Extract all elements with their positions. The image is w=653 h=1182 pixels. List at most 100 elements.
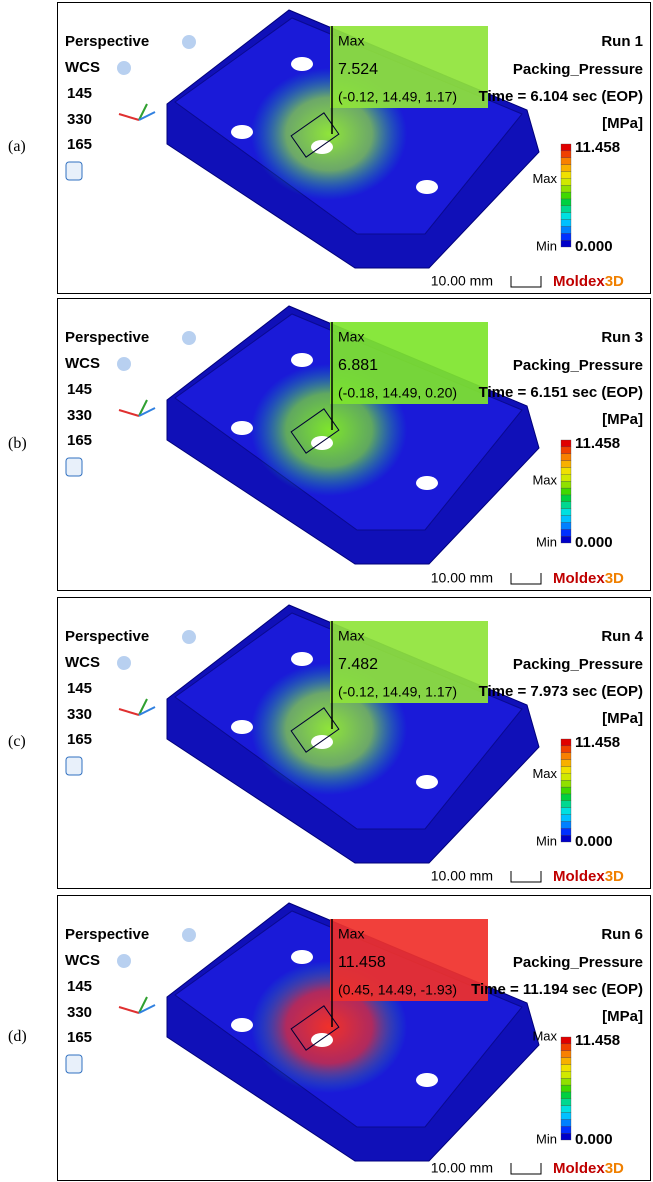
lock-icon[interactable] xyxy=(66,1055,82,1073)
panel-label: (a) xyxy=(8,138,26,156)
view-coord: 145 xyxy=(67,85,92,102)
lock-icon[interactable] xyxy=(66,458,82,476)
result-name: Packing_Pressure xyxy=(513,357,643,374)
time: Time = 7.973 sec (EOP) xyxy=(479,683,643,700)
hole xyxy=(231,125,253,139)
view-coord: 145 xyxy=(67,381,92,398)
coord-system[interactable]: WCS xyxy=(65,952,100,969)
legend-segment xyxy=(561,178,571,185)
legend-segment xyxy=(561,815,571,822)
scale-length: 10.00 mm xyxy=(431,273,493,289)
hole xyxy=(416,476,438,490)
run-name: Run 3 xyxy=(601,329,643,346)
view-coord: 165 xyxy=(67,136,92,153)
hole xyxy=(291,652,313,666)
brand: Moldex xyxy=(553,868,605,885)
view-mode[interactable]: Perspective xyxy=(65,926,149,943)
legend-segment xyxy=(561,1099,571,1106)
view-mode[interactable]: Perspective xyxy=(65,329,149,346)
legend-segment xyxy=(561,746,571,753)
legend-segment xyxy=(561,1126,571,1133)
legend-segment xyxy=(561,454,571,461)
time: Time = 6.151 sec (EOP) xyxy=(479,384,643,401)
legend-segment xyxy=(561,773,571,780)
legend-segment xyxy=(561,760,571,767)
legend-segment xyxy=(561,495,571,502)
legend-segment xyxy=(561,481,571,488)
scale-length: 10.00 mm xyxy=(431,868,493,884)
legend-max-value: 11.458 xyxy=(575,1032,620,1049)
coord-system[interactable]: WCS xyxy=(65,59,100,76)
cs-dropdown[interactable] xyxy=(117,954,131,968)
max-title: Max xyxy=(338,628,364,644)
legend-segment xyxy=(561,233,571,240)
view-dropdown[interactable] xyxy=(182,928,196,942)
result-name: Packing_Pressure xyxy=(513,656,643,673)
view-mode[interactable]: Perspective xyxy=(65,33,149,50)
result-name: Packing_Pressure xyxy=(513,954,643,971)
figure: (a)PerspectiveWCS145330165Max7.524(-0.12… xyxy=(0,0,653,1182)
legend-min-marker: Min xyxy=(536,534,557,549)
legend-segment xyxy=(561,808,571,815)
legend-segment xyxy=(561,220,571,227)
view-dropdown[interactable] xyxy=(182,35,196,49)
legend-segment xyxy=(561,780,571,787)
view-coord: 330 xyxy=(67,1004,92,1021)
brand: Moldex xyxy=(553,273,605,290)
legend-min-marker: Min xyxy=(536,1131,557,1146)
run-name: Run 1 xyxy=(601,33,643,50)
legend-max-marker: Max xyxy=(532,473,557,488)
panel-label: (d) xyxy=(8,1028,27,1046)
max-value: 7.524 xyxy=(338,61,378,78)
viewport: PerspectiveWCS145330165Max6.881(-0.18, 1… xyxy=(57,298,651,591)
legend-segment xyxy=(561,794,571,801)
coord-system[interactable]: WCS xyxy=(65,654,100,671)
scale-length: 10.00 mm xyxy=(431,570,493,586)
view-coord: 145 xyxy=(67,680,92,697)
legend-segment xyxy=(561,522,571,529)
legend-segment xyxy=(561,226,571,233)
view-coord: 330 xyxy=(67,706,92,723)
hole xyxy=(291,353,313,367)
lock-icon[interactable] xyxy=(66,162,82,180)
hole xyxy=(231,421,253,435)
legend-segment xyxy=(561,529,571,536)
legend-min-value: 0.000 xyxy=(575,833,613,850)
view-coord: 165 xyxy=(67,731,92,748)
legend-segment xyxy=(561,1071,571,1078)
legend-segment xyxy=(561,801,571,808)
legend-segment xyxy=(561,213,571,220)
cs-dropdown[interactable] xyxy=(117,61,131,75)
legend-max-marker: Max xyxy=(532,171,557,186)
legend-segment xyxy=(561,474,571,481)
viewport: PerspectiveWCS145330165Max11.458(0.45, 1… xyxy=(57,895,651,1181)
cs-dropdown[interactable] xyxy=(117,656,131,670)
legend-segment xyxy=(561,440,571,447)
legend-segment xyxy=(561,467,571,474)
max-value: 6.881 xyxy=(338,357,378,374)
hole xyxy=(416,1073,438,1087)
run-name: Run 6 xyxy=(601,926,643,943)
legend-segment xyxy=(561,461,571,468)
lock-icon[interactable] xyxy=(66,757,82,775)
panel-label: (c) xyxy=(8,733,26,751)
legend-segment xyxy=(561,828,571,835)
view-mode[interactable]: Perspective xyxy=(65,628,149,645)
legend-max-value: 11.458 xyxy=(575,435,620,452)
view-dropdown[interactable] xyxy=(182,630,196,644)
cs-dropdown[interactable] xyxy=(117,357,131,371)
viewport: PerspectiveWCS145330165Max7.482(-0.12, 1… xyxy=(57,597,651,889)
max-coords: (-0.18, 14.49, 0.20) xyxy=(338,385,457,401)
legend-segment xyxy=(561,1064,571,1071)
legend-segment xyxy=(561,1106,571,1113)
view-dropdown[interactable] xyxy=(182,331,196,345)
legend-segment xyxy=(561,516,571,523)
coord-system[interactable]: WCS xyxy=(65,355,100,372)
legend-segment xyxy=(561,144,571,151)
brand-suffix: 3D xyxy=(605,273,624,290)
legend-segment xyxy=(561,509,571,516)
legend-segment xyxy=(561,165,571,172)
legend-segment xyxy=(561,821,571,828)
legend-segment xyxy=(561,171,571,178)
legend-max-value: 11.458 xyxy=(575,734,620,751)
